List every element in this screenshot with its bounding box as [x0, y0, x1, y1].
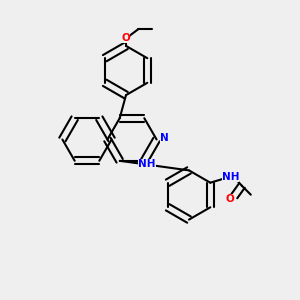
- Text: N: N: [146, 160, 155, 170]
- Text: NH: NH: [222, 172, 239, 182]
- Text: O: O: [225, 194, 234, 204]
- Text: O: O: [122, 33, 130, 43]
- Text: NH: NH: [138, 159, 156, 169]
- Text: N: N: [160, 133, 169, 143]
